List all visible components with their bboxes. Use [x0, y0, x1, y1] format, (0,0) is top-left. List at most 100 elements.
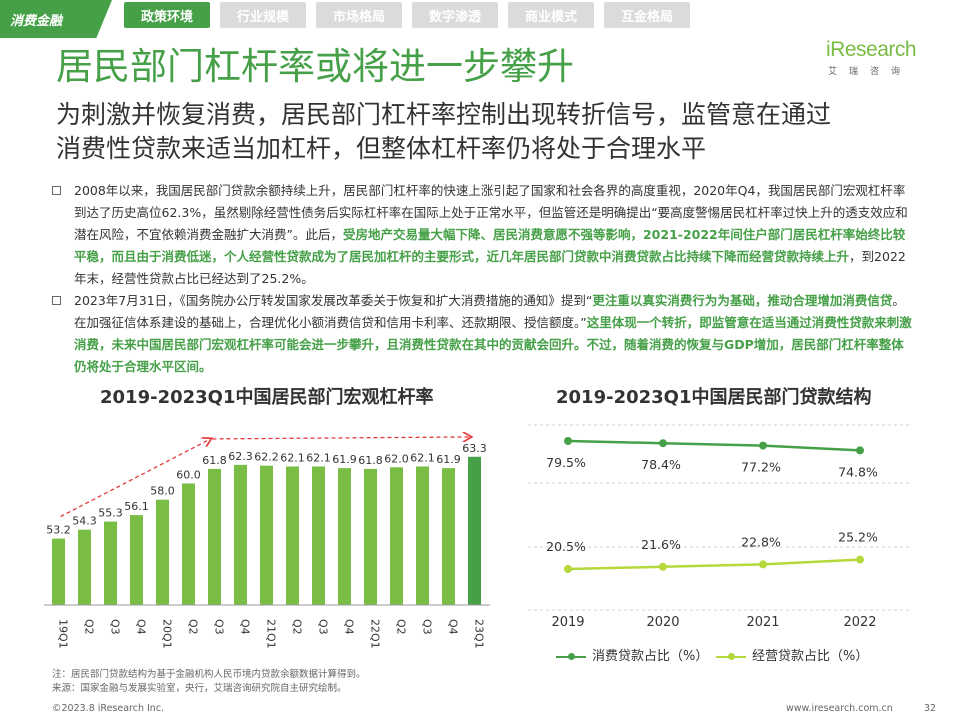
data-label: 74.8%	[838, 464, 878, 479]
x-tick-label: Q4	[239, 619, 252, 635]
nav-tab[interactable]: 数字渗透	[412, 2, 498, 28]
subtitle-line-2: 消费性贷款来适当加杠杆，但整体杠杆率仍将处于合理水平	[56, 134, 707, 163]
bar	[260, 465, 273, 605]
paragraph-text: 2008年以来，我国居民部门贷款余额持续上升，居民部门杠杆率的快速上涨引起了国家…	[56, 180, 916, 290]
highlight-text: 受房地产交易量大幅下降、居民消费意愿不强等影响，2021-2022年间住户部门居…	[74, 227, 906, 264]
nav-tab[interactable]: 政策环境	[124, 2, 210, 28]
line-chart: 79.5% 78.4% 77.2% 74.8% 20.5% 21.6% 22.8% 25.2%…	[528, 424, 910, 630]
x-tick-label: Q4	[135, 619, 148, 635]
x-tick-label: Q4	[447, 619, 460, 635]
paragraph-text: 2023年7月31日，《国务院办公厅转发国家发展改革委关于恢复和扩大消费措施的通…	[56, 290, 916, 378]
bar-value-label: 54.3	[72, 515, 97, 528]
data-label: 25.2%	[838, 530, 878, 545]
bar	[208, 468, 221, 605]
x-tick-label: Q2	[83, 619, 96, 635]
series-point	[759, 441, 767, 450]
trend-arrow-flat	[212, 437, 471, 439]
bar-value-label: 62.1	[306, 451, 331, 464]
bar-chart-title: 2019-2023Q1中国居民部门宏观杠杆率	[100, 387, 434, 408]
logo-name: iResearch	[826, 38, 917, 61]
chart-source: 来源：国家金融与发展实验室，央行，艾瑞咨询研究院自主研究绘制。	[52, 683, 347, 694]
series-point	[564, 437, 572, 445]
x-tick-label: 2019	[551, 615, 584, 630]
nav-tab-label: 政策环境	[140, 9, 193, 25]
paragraph-1: 2008年以来，我国居民部门贷款余额持续上升，居民部门杠杆率的快速上涨引起了国家…	[52, 180, 916, 290]
bar-value-label: 58.0	[150, 485, 175, 498]
bar	[104, 521, 117, 605]
data-label: 21.6%	[641, 537, 681, 552]
data-label: 77.2%	[741, 460, 781, 475]
footer-url[interactable]: www.iresearch.com.cn	[786, 703, 893, 714]
legend-swatch-icon	[716, 652, 746, 660]
bar	[286, 466, 299, 605]
x-tick-label: Q3	[109, 619, 122, 635]
bar	[78, 529, 91, 605]
legend-consumer: 消费贷款占比（%）	[556, 645, 708, 664]
legend-label: 消费贷款占比（%）	[592, 649, 709, 664]
bar-value-label: 61.8	[358, 454, 383, 467]
bar-value-label: 63.3	[462, 442, 487, 455]
data-label: 22.8%	[741, 534, 781, 549]
bar	[416, 466, 429, 605]
nav-tab[interactable]: 市场格局	[316, 2, 402, 28]
page-title: 居民部门杠杆率或将进一步攀升	[56, 45, 574, 88]
section-brand-tab[interactable]: 消费金融	[0, 0, 112, 38]
x-tick-label: Q2	[395, 619, 408, 635]
bar	[442, 468, 455, 605]
nav-tab[interactable]: 行业规模	[220, 2, 306, 28]
legend-label: 经营贷款占比（%）	[752, 649, 869, 664]
page-subtitle: 为刺激并恢复消费，居民部门杠杆率控制出现转折信号，监管意在通过 消费性贷款来适当…	[56, 98, 936, 166]
body-text: ，到2022年末，经营性贷款占比已经达到了25.2%。	[74, 249, 906, 286]
bar-value-label: 62.0	[384, 452, 409, 465]
highlight-text: 这里体现一个转折，即监管意在适当通过消费性贷款来刺激消费，未来中国居民部门宏观杠…	[74, 315, 912, 374]
iresearch-logo: iResearch 艾瑞咨询	[826, 38, 926, 77]
data-label: 79.5%	[546, 455, 586, 470]
x-tick-label: 2021	[746, 615, 779, 630]
footer-copyright: ©2023.8 iResearch Inc.	[52, 703, 165, 714]
x-tick-label: Q4	[343, 619, 356, 635]
bar	[156, 499, 169, 605]
line-chart-title: 2019-2023Q1中国居民部门贷款结构	[556, 387, 872, 408]
logo-cn: 艾瑞咨询	[828, 67, 913, 77]
x-tick-label: Q3	[421, 619, 434, 635]
bar	[390, 467, 403, 605]
x-tick-label: 2022	[843, 615, 876, 630]
page-number: 32	[924, 703, 937, 714]
trend-arrow-rise	[60, 439, 211, 518]
x-tick-label: Q2	[291, 619, 304, 635]
body-text: 2008年以来，我国居民部门贷款余额持续上升，居民部门杠杆率的快速上涨引起了国家…	[74, 183, 908, 242]
data-label: 20.5%	[546, 539, 586, 554]
nav-tab[interactable]: 互金格局	[604, 2, 690, 28]
subtitle-line-1: 为刺激并恢复消费，居民部门杠杆率控制出现转折信号，监管意在通过	[56, 100, 832, 129]
legend-business: 经营贷款占比（%）	[716, 645, 868, 664]
bar-value-label: 55.3	[98, 507, 123, 520]
nav-tab-label: 行业规模	[236, 9, 289, 25]
bar-value-label: 53.2	[46, 524, 71, 537]
bar	[182, 483, 195, 605]
bar-value-label: 61.9	[332, 453, 357, 466]
nav-tab-label: 市场格局	[332, 9, 385, 25]
series-point	[759, 560, 767, 569]
series-point	[659, 562, 667, 571]
x-tick-label: Q3	[213, 619, 226, 635]
bar	[312, 466, 325, 605]
highlight-text: 更注重以真实消费行为为基础，推动合理增加消费信贷	[592, 293, 893, 308]
bar	[234, 464, 247, 605]
nav-tab[interactable]: 商业模式	[508, 2, 594, 28]
bar	[338, 468, 351, 605]
nav-tab-label: 商业模式	[524, 9, 577, 25]
bar-value-label: 56.1	[124, 500, 149, 513]
x-tick-label: Q3	[317, 619, 330, 635]
x-tick-label: Q2	[187, 619, 200, 635]
bullet-square-icon	[52, 186, 61, 195]
bar	[52, 538, 65, 605]
bullet-square-icon	[52, 296, 61, 305]
nav-tab-label: 数字渗透	[428, 9, 481, 25]
bar-value-label: 61.9	[436, 453, 461, 466]
x-tick-label: 22Q1	[369, 619, 382, 649]
nav-tab-label: 互金格局	[620, 9, 673, 25]
series-point	[564, 565, 572, 573]
x-tick-label: 19Q1	[57, 619, 70, 649]
series-line	[567, 558, 861, 571]
series-point	[659, 439, 667, 448]
